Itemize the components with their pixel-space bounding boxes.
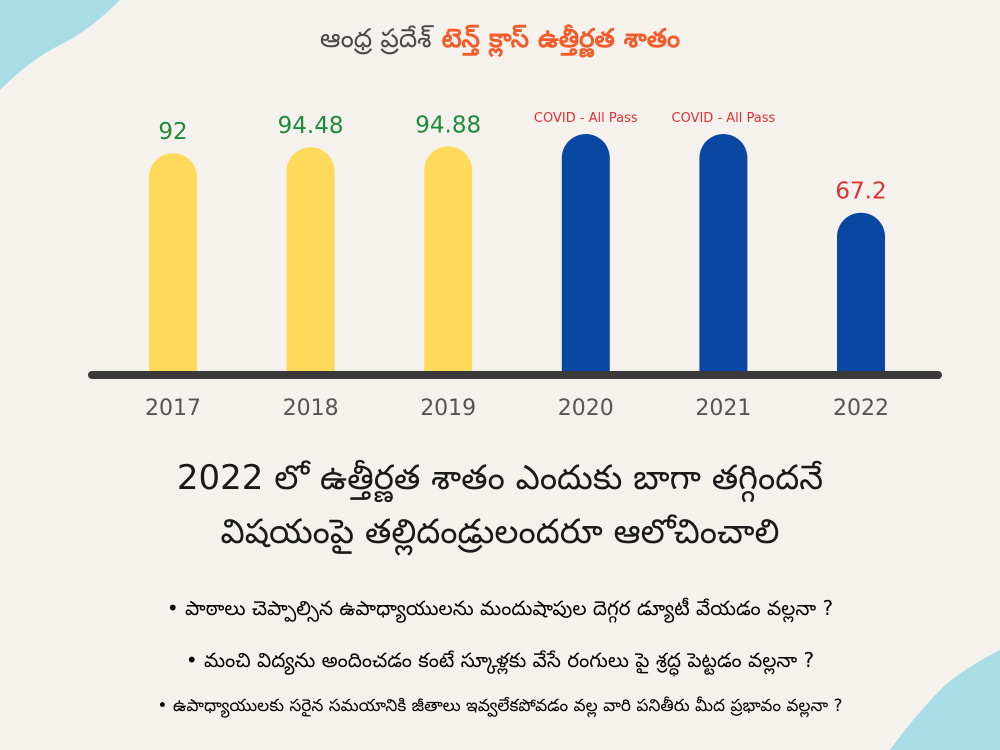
headline-line-1: 2022 లో ఉత్తీర్ణత శాతం ఎందుకు బాగా తగ్గి… xyxy=(176,458,824,498)
title-highlight: టెన్త్ క్లాస్ ఉత్తీర్ణత శాతం xyxy=(441,24,681,54)
x-tick-label-2022: 2022 xyxy=(833,396,889,421)
data-label-2020: COVID - All Pass xyxy=(534,111,638,126)
data-label-2021: COVID - All Pass xyxy=(672,111,776,126)
x-tick-label-2020: 2020 xyxy=(558,396,614,421)
bar-2018 xyxy=(286,147,335,374)
bar-2019 xyxy=(424,146,473,374)
bar-2022 xyxy=(837,212,885,374)
x-tick-label-2018: 2018 xyxy=(283,396,339,421)
bar-2021 xyxy=(699,134,748,374)
headline-line-2: విషయంపై తల్లిదండ్రులందరూ ఆలోచించాలి xyxy=(220,512,780,552)
bar-2020 xyxy=(561,134,610,374)
x-tick-label-2017: 2017 xyxy=(145,396,201,421)
bar-2017 xyxy=(149,153,197,374)
data-label-2018: 94.48 xyxy=(278,113,344,139)
bullet-point-1: • పాఠాలు చెప్పాల్సిన ఉపాధ్యాయులను మందుషా… xyxy=(166,596,834,620)
data-label-2022: 67.2 xyxy=(835,179,886,205)
pass-percentage-chart: 92 2017 94.48 2018 94.88 2019 COVID - All Pass… xyxy=(88,111,942,421)
bullet-point-2: • మంచి విద్యను అందించడం కంటే స్కూళ్లకు వ… xyxy=(185,648,815,672)
x-tick-label-2021: 2021 xyxy=(695,396,751,421)
page-title: ఆంధ్ర ప్రదేశ్ టెన్త్ క్లాస్ ఉత్తీర్ణత శాత… xyxy=(0,24,1000,60)
data-label-2019: 94.88 xyxy=(415,112,481,138)
bullet-point-3: • ఉపాధ్యాయులకు సరైన సమయానికి జీతాలు ఇవ్వ… xyxy=(157,696,843,716)
title-prefix: ఆంధ్ర ప్రదేశ్ xyxy=(319,24,432,54)
x-tick-label-2019: 2019 xyxy=(420,396,476,421)
data-label-2017: 92 xyxy=(158,119,187,145)
